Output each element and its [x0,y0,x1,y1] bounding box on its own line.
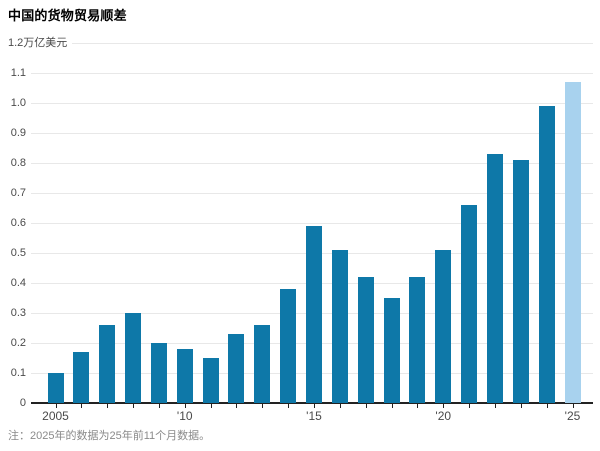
bar-2007 [99,325,116,403]
axis-tick [107,404,109,408]
bar-2019 [409,277,426,403]
bar-2024 [538,106,555,403]
bar-2009 [150,343,167,403]
axis-tick [236,404,238,408]
axis-tick [158,404,160,408]
bar-2012 [228,334,245,403]
axis-tick [391,404,393,408]
axis-tick [262,404,264,408]
axis-tick [314,404,315,408]
x-tick-label: '25 [564,409,581,423]
bar-2018 [383,298,400,403]
axis-tick [55,404,57,408]
axis-tick [469,404,471,408]
x-tick-label: 2005 [42,409,69,423]
bar-2022 [486,154,503,403]
axis-tick [572,404,574,408]
x-tick-label: '10 [176,409,193,423]
axis-tick [417,404,419,408]
y-tick-label: 1.2万亿美元 [8,36,68,49]
y-tick-label: 0.6 [10,216,26,229]
axis-tick [210,404,212,408]
bar-2015 [306,226,322,403]
y-tick-label: 1.0 [10,96,26,109]
bar-2020 [435,250,452,403]
y-tick-label: 0 [19,396,26,409]
bar-2008 [125,313,142,403]
bar-2023 [512,160,529,403]
gridline [31,192,593,194]
axis-tick [133,404,135,408]
gridline [31,162,593,164]
y-tick-label: 0.2 [10,336,26,349]
bar-2021 [461,205,478,403]
axis-tick [339,404,341,408]
axis-tick [520,404,522,408]
x-tick-label: '15 [306,409,322,423]
y-tick-label: 0.3 [10,306,26,319]
gridline [31,72,593,74]
axis-tick [365,404,367,408]
x-tick-label: '20 [435,409,452,423]
bar-2025 [564,82,581,403]
y-tick-label: 0.7 [10,186,26,199]
y-tick-label: 0.4 [10,276,26,289]
y-tick-label: 0.1 [10,366,26,379]
bar-2017 [357,277,374,403]
y-tick-label: 0.5 [10,246,26,259]
axis-tick [546,404,548,408]
gridline [31,222,593,224]
y-tick-label: 1.1 [10,66,26,79]
y-tick-label: 0.9 [10,126,26,139]
axis-tick [81,404,83,408]
footnote: 注：2025年的数据为25年前11个月数据。 [8,430,211,442]
bar-2011 [202,358,219,403]
gridline [31,102,593,104]
gridline [31,132,593,134]
axis-tick [443,404,445,408]
bar-2014 [280,289,297,403]
bar-2005 [47,373,64,403]
axis-tick [184,404,186,408]
bar-2013 [254,325,271,403]
y-tick-label: 0.8 [10,156,26,169]
chart-title: 中国的货物贸易顺差 [8,8,127,23]
x-axis-line [31,402,593,404]
gridline [72,42,593,44]
bar-2010 [176,349,193,403]
axis-tick [494,404,496,408]
bar-2016 [331,250,348,403]
axis-tick [288,404,290,408]
bar-2006 [73,352,90,403]
